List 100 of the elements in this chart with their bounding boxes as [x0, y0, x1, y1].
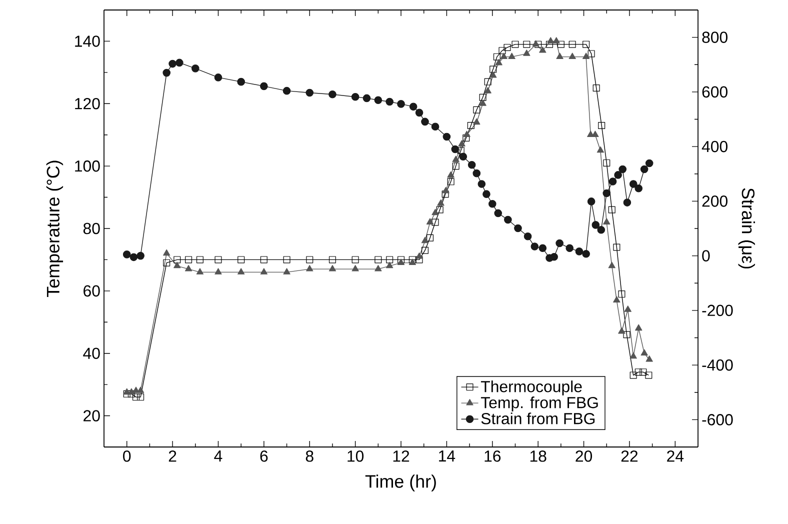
point [640, 349, 648, 356]
point [646, 356, 653, 362]
point [132, 394, 140, 401]
point [500, 52, 508, 60]
point [582, 40, 590, 48]
point [635, 324, 642, 331]
point [504, 216, 512, 224]
point [421, 118, 429, 126]
point [624, 306, 632, 312]
point [352, 264, 359, 272]
point [191, 64, 200, 72]
point [162, 68, 171, 77]
point [282, 86, 291, 95]
point [592, 84, 600, 92]
point [409, 102, 418, 111]
point [568, 40, 576, 48]
x-tick-label: 20 [576, 450, 592, 462]
y-tick-label: 100 [75, 160, 100, 172]
point [136, 252, 144, 260]
point [618, 165, 627, 174]
point [608, 206, 616, 214]
point [175, 58, 184, 67]
point [462, 134, 470, 142]
point [587, 198, 596, 206]
point [386, 98, 394, 106]
point [306, 264, 314, 272]
y-tick-label: 140 [75, 36, 100, 47]
point [196, 256, 204, 264]
point [493, 53, 500, 60]
point [451, 145, 460, 154]
point [634, 368, 642, 376]
point [602, 189, 611, 198]
point [260, 256, 268, 264]
point [283, 268, 290, 274]
point [546, 40, 554, 48]
point [452, 162, 460, 170]
point [374, 256, 382, 264]
point [352, 256, 359, 264]
point [283, 256, 290, 264]
point [524, 232, 532, 240]
point [608, 178, 617, 186]
point [479, 94, 486, 101]
y2-axis-title: Strain (με) [738, 188, 755, 268]
point [634, 184, 643, 192]
x-tick-label: 0 [123, 450, 131, 462]
point [237, 268, 245, 274]
point [547, 37, 554, 44]
point [640, 368, 647, 376]
x-axis-title: Time (hr) [365, 474, 436, 492]
point [174, 256, 181, 264]
point [645, 159, 654, 168]
y2-tick-label: 800 [702, 32, 728, 43]
point [623, 331, 630, 338]
point [623, 198, 632, 206]
point [534, 40, 542, 48]
point [468, 160, 476, 169]
point [196, 268, 204, 274]
y-tick-label: 120 [75, 98, 100, 110]
point [432, 218, 439, 226]
x-tick-label: 18 [530, 450, 546, 462]
point [566, 244, 574, 252]
point [397, 258, 405, 266]
point [582, 250, 590, 258]
point [618, 290, 626, 298]
point [260, 82, 268, 90]
point [498, 47, 506, 54]
point [618, 327, 626, 334]
point [416, 252, 423, 259]
point [174, 262, 181, 268]
point [473, 118, 480, 125]
y2-tick-label: -600 [702, 414, 733, 426]
point [238, 256, 245, 264]
point [512, 40, 519, 48]
point [442, 190, 449, 198]
y-tick-label: 60 [84, 285, 100, 297]
point [557, 40, 564, 48]
x-tick-label: 12 [393, 450, 410, 462]
point [613, 244, 620, 251]
point [306, 256, 314, 264]
point [596, 146, 604, 153]
point [629, 180, 638, 188]
point [328, 256, 336, 264]
point [398, 256, 405, 264]
point [130, 253, 138, 262]
point [613, 296, 620, 302]
point [128, 388, 136, 395]
point [484, 87, 492, 94]
point [374, 96, 382, 104]
point [556, 239, 564, 248]
point [530, 242, 539, 250]
point [306, 88, 314, 97]
point [442, 186, 450, 194]
point [588, 50, 595, 58]
point [603, 159, 610, 166]
point [163, 259, 170, 266]
point [508, 52, 516, 60]
point [532, 40, 540, 47]
point [386, 262, 394, 268]
point [214, 74, 222, 82]
point [442, 132, 451, 141]
